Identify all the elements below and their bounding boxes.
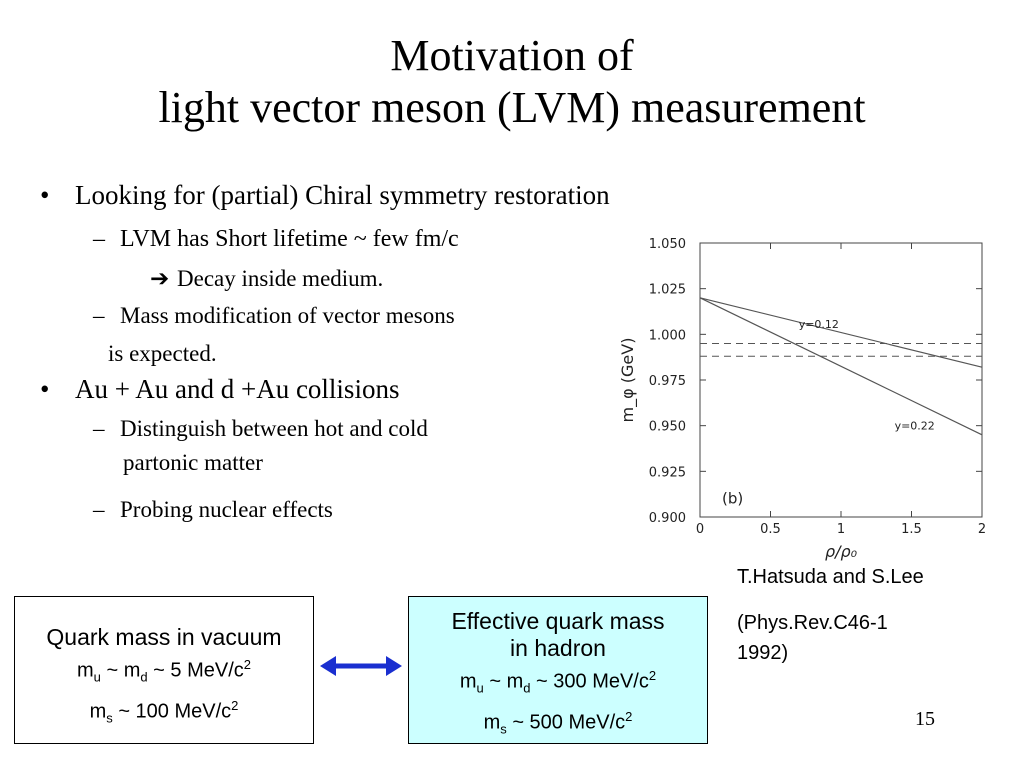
bullet-text-2: Au + Au and d +Au collisions <box>75 374 400 404</box>
x-tick-label: 2 <box>978 522 986 537</box>
x-tick-label: 1 <box>837 522 845 537</box>
y-tick-label: 0.975 <box>649 374 686 389</box>
bullet-text-1: Looking for (partial) Chiral symmetry re… <box>75 180 610 210</box>
series-label: y=0.12 <box>799 318 839 331</box>
citation-journal: (Phys.Rev.C46-1 <box>737 612 888 634</box>
vacuum-box-s-mass: ms ~ 100 MeV/c2 <box>89 697 239 726</box>
sub-text-1-2: Decay inside medium. <box>177 266 384 291</box>
effective-quark-mass-box: Effective quark mass in hadron mu ~ md ~… <box>408 596 708 744</box>
x-tick-label: 0.5 <box>760 522 781 537</box>
title-line-2: light vector meson (LVM) measurement <box>158 83 866 132</box>
y-tick-label: 0.950 <box>649 420 686 435</box>
y-tick-label: 1.050 <box>649 237 686 252</box>
slide-title: Motivation of light vector meson (LVM) m… <box>0 30 1024 134</box>
series-line <box>699 297 983 436</box>
x-axis-label: ρ/ρ₀ <box>825 542 858 561</box>
sub-marker-1-3: – <box>93 303 105 328</box>
y-tick-label: 0.900 <box>649 511 686 526</box>
vacuum-box-title: Quark mass in vacuum <box>46 624 282 650</box>
sub-text-1-3: Mass modification of vector mesons <box>120 303 455 328</box>
sub-text-1-3-cont: is expected. <box>108 341 217 366</box>
citation-authors: T.Hatsuda and S.Lee <box>737 566 924 588</box>
hadron-box-title-2: in hadron <box>510 635 606 661</box>
y-tick-label: 1.000 <box>649 328 686 343</box>
bullet-marker-2: • <box>40 374 50 404</box>
y-tick-label: 1.025 <box>649 283 686 298</box>
x-tick-label: 1.5 <box>901 522 922 537</box>
sub-marker-1-1: – <box>93 226 105 252</box>
series-line <box>699 297 983 368</box>
sub-text-2-1: Distinguish between hot and cold <box>120 416 428 441</box>
hadron-box-title-1: Effective quark mass <box>451 608 665 634</box>
chart-frame <box>699 242 983 518</box>
sub-text-2-1-cont: partonic matter <box>123 450 263 475</box>
citation-year: 1992) <box>737 642 789 664</box>
y-axis-label: m_φ (GeV) <box>618 338 638 423</box>
sub-marker-2-1: – <box>93 416 105 441</box>
sub-marker-2-2: – <box>93 497 105 522</box>
double-arrow-icon <box>320 656 402 676</box>
sub-text-1-1: LVM has Short lifetime ~ few fm/c <box>120 226 459 252</box>
vacuum-box-ud-mass: mu ~ md ~ 5 MeV/c2 <box>77 657 251 685</box>
hadron-box-s-mass: ms ~ 500 MeV/c2 <box>483 708 633 737</box>
series-label: y=0.22 <box>895 419 935 432</box>
x-tick-label: 0 <box>696 522 704 537</box>
panel-label: (b) <box>722 489 743 507</box>
phi-mass-chart: 0.900 0.925 0.950 0.975 1.000 1.025 1.050 0 0.5 1… <box>618 237 986 561</box>
bullet-marker-1: • <box>40 180 50 210</box>
page-number: 15 <box>915 708 935 730</box>
arrow-icon: ➔ <box>150 266 170 291</box>
y-tick-label: 0.925 <box>649 465 686 480</box>
hadron-box-ud-mass: mu ~ md ~ 300 MeV/c2 <box>459 668 657 696</box>
quark-mass-vacuum-box: Quark mass in vacuum mu ~ md ~ 5 MeV/c2 … <box>14 596 314 744</box>
title-line-1: Motivation of <box>390 31 634 80</box>
sub-text-2-2: Probing nuclear effects <box>120 497 333 522</box>
